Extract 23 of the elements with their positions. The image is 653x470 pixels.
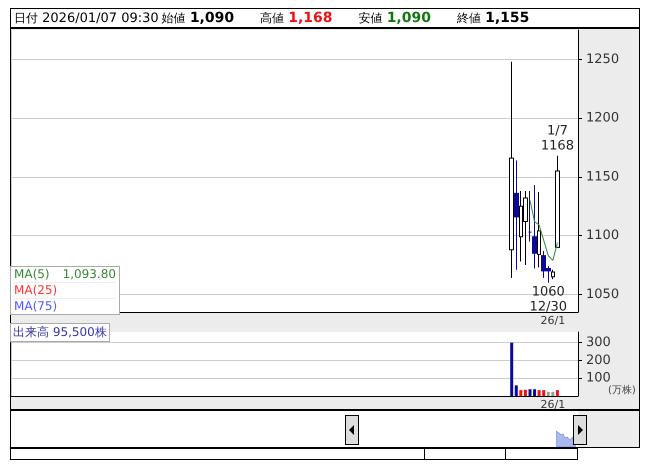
- text: MA(5): [14, 267, 50, 282]
- y-tick-label: 1200: [586, 110, 620, 126]
- annotation: 出来高 95,500株: [10, 323, 110, 342]
- y-tick-label: 1150: [586, 169, 620, 184]
- y-axis-title: (万株): [608, 384, 636, 397]
- text: 始値 1,090: [162, 10, 234, 26]
- y-tick-label: 100: [586, 370, 611, 386]
- legend-label: MA(75): [14, 299, 58, 314]
- annotation: 1060 12/30: [530, 284, 568, 315]
- text: 高値 1,168: [260, 10, 333, 26]
- y-tick-label: 300: [586, 335, 611, 350]
- text: 終値 1,155: [456, 10, 530, 26]
- annotation: 1,093.80: [62, 267, 116, 282]
- y-tick-label: 200: [586, 352, 611, 368]
- y-tick-label: 1050: [586, 286, 620, 302]
- x-tick-label: 26/1: [540, 314, 566, 327]
- annotation: 1/7 1168: [540, 124, 574, 154]
- y-tick-label: 1250: [586, 52, 620, 67]
- legend-label: MA(25): [14, 283, 58, 298]
- text: 日付 2026/01/07 09:30: [14, 11, 159, 26]
- x-tick-label: 26/1: [540, 398, 566, 411]
- y-tick-label: 1100: [586, 228, 620, 244]
- text: 安値 1,090: [358, 10, 431, 26]
